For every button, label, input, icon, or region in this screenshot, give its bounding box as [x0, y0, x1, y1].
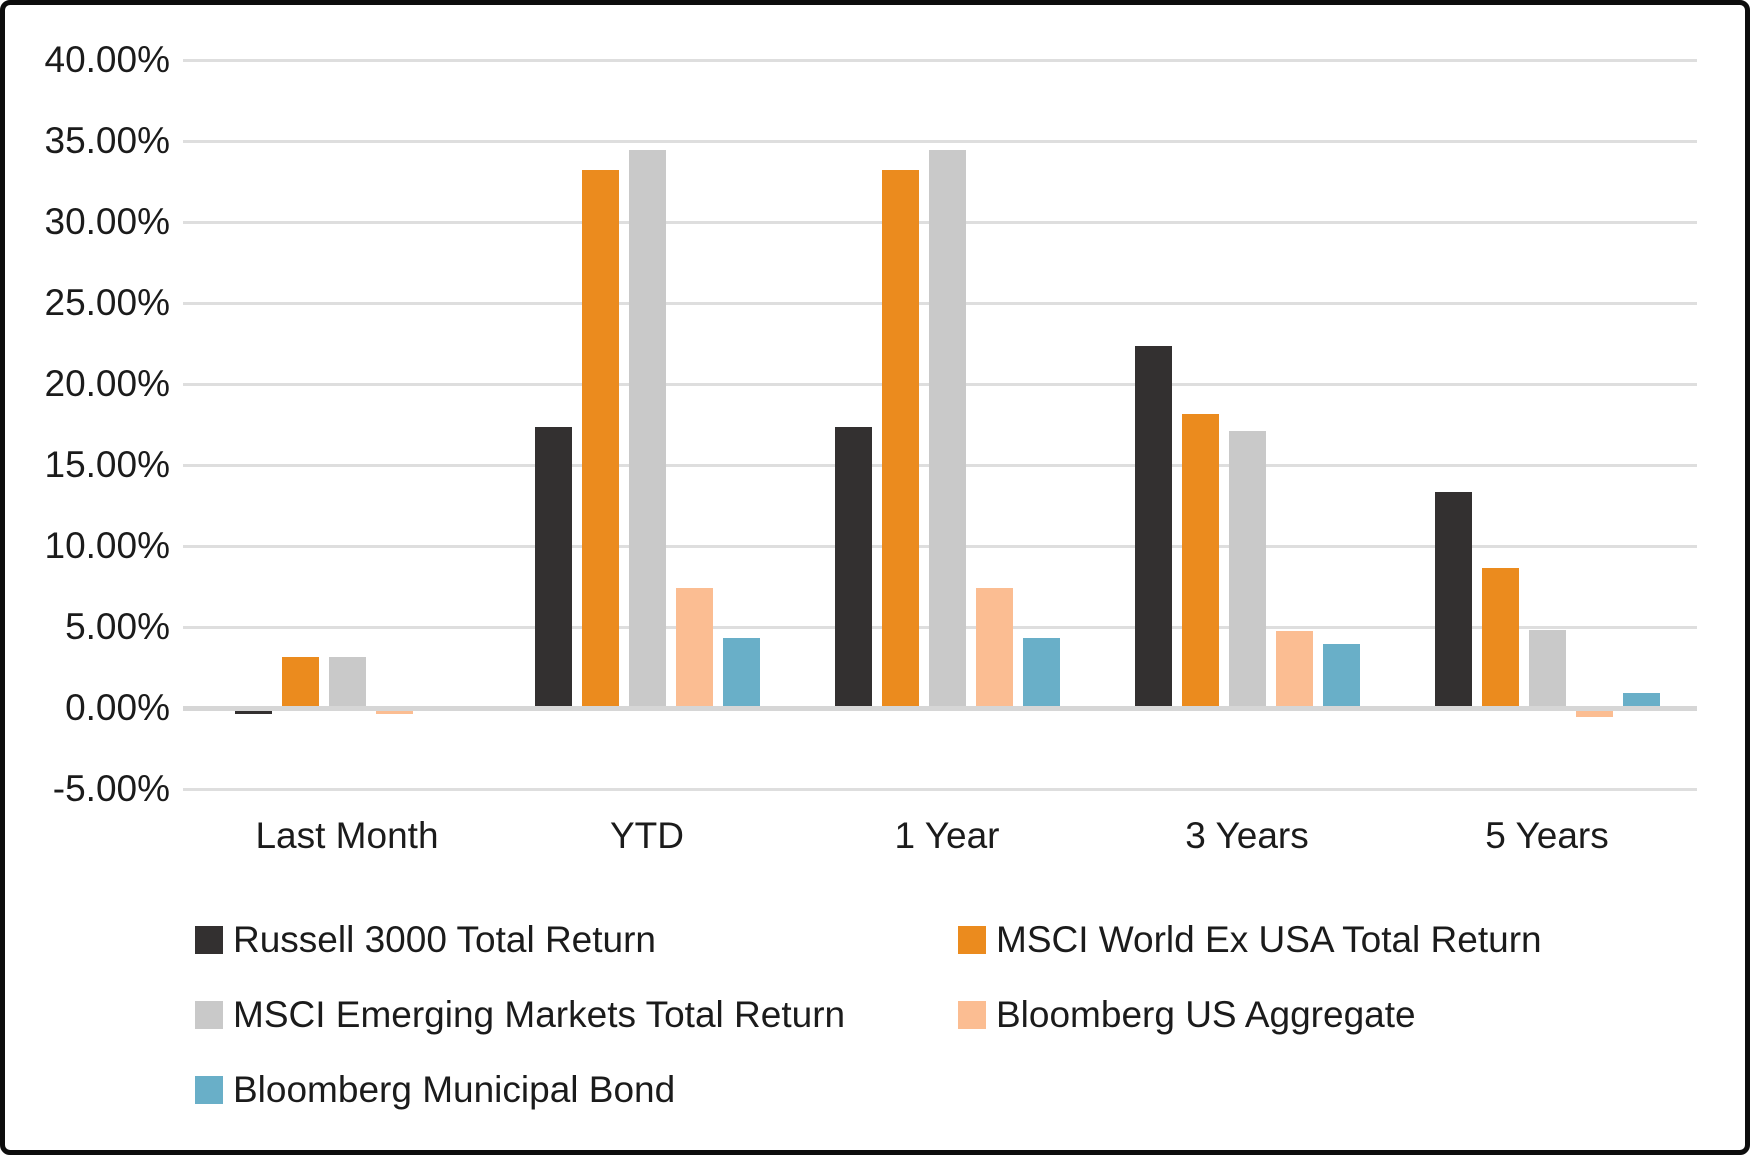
bar — [881, 169, 919, 706]
legend-swatch-icon — [195, 925, 223, 954]
legend-swatch-icon — [195, 1075, 223, 1104]
bar — [1622, 693, 1660, 706]
bar — [834, 427, 872, 706]
bar — [581, 169, 619, 706]
x-category-label: YTD — [610, 815, 684, 856]
x-category-label: 1 Year — [894, 815, 1000, 856]
legend-label: Bloomberg US Aggregate — [996, 993, 1416, 1035]
y-tick-label: 35.00% — [44, 120, 171, 161]
bar — [1181, 414, 1219, 706]
x-axis-line — [183, 706, 1697, 711]
legend-item: MSCI Emerging Markets Total Return — [195, 994, 958, 1036]
y-tick-label: 40.00% — [44, 39, 171, 80]
legend-item: Bloomberg US Aggregate — [958, 994, 1645, 1036]
bar — [1134, 346, 1172, 706]
legend-swatch-icon — [195, 1000, 223, 1029]
bar — [1275, 631, 1313, 706]
y-tick-label: 20.00% — [44, 363, 171, 404]
y-tick-label: -5.00% — [52, 768, 170, 809]
bar — [1022, 637, 1060, 706]
bar — [281, 657, 319, 706]
y-tick-label: 30.00% — [44, 201, 171, 242]
legend-swatch-icon — [958, 1000, 986, 1029]
bar — [375, 711, 413, 715]
y-tick-label: 15.00% — [44, 444, 171, 485]
bar — [1322, 644, 1360, 706]
y-tick-label: 0.00% — [65, 687, 170, 728]
legend-item: Bloomberg Municipal Bond — [195, 1069, 958, 1111]
legend: Russell 3000 Total Return MSCI World Ex U… — [195, 902, 1645, 1127]
legend-item: MSCI World Ex USA Total Return — [958, 919, 1645, 961]
y-tick-label: 25.00% — [44, 282, 171, 323]
legend-label: Russell 3000 Total Return — [233, 918, 657, 960]
gridline — [183, 140, 1697, 143]
bar — [1434, 492, 1472, 706]
bar — [675, 587, 713, 706]
bar — [1228, 430, 1266, 706]
legend-label: MSCI Emerging Markets Total Return — [233, 993, 846, 1035]
bar — [1528, 629, 1566, 706]
y-tick-label: 10.00% — [44, 525, 171, 566]
legend-label: MSCI World Ex USA Total Return — [996, 918, 1542, 960]
bar — [928, 150, 966, 706]
bar — [1481, 568, 1519, 706]
bar — [722, 637, 760, 706]
bar — [534, 427, 572, 706]
bar — [975, 587, 1013, 706]
legend-item: Russell 3000 Total Return — [195, 919, 958, 961]
y-tick-label: 5.00% — [65, 606, 170, 647]
bar — [628, 150, 666, 706]
legend-swatch-icon — [958, 925, 986, 954]
gridline — [183, 59, 1697, 62]
bar — [328, 657, 366, 706]
x-category-label: 3 Years — [1185, 815, 1309, 856]
x-category-label: 5 Years — [1485, 815, 1609, 856]
legend-label: Bloomberg Municipal Bond — [233, 1068, 676, 1110]
x-category-label: Last Month — [255, 815, 439, 856]
bar — [1575, 711, 1613, 718]
gridline — [183, 788, 1697, 791]
bar — [234, 711, 272, 715]
